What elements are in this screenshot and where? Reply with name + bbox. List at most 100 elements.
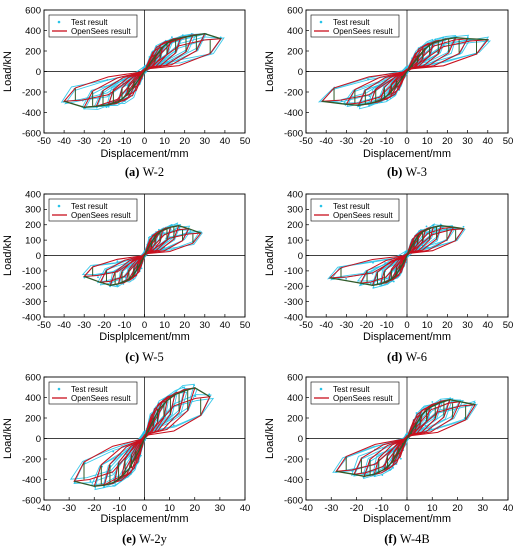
test-point [132,278,135,281]
test-point [382,466,385,469]
x-tick-label: -10 [113,503,127,514]
test-point [368,104,371,107]
y-tick-label: 0 [298,67,303,78]
opensees-loop-8 [335,404,477,472]
x-tick-label: -40 [37,503,51,514]
x-axis-title: Displacement/mm [363,148,451,160]
y-tick-label: -200 [22,454,41,465]
test-point [441,226,444,228]
panel-w-3: -50 -40 -30 -20 -10 0 10 20 30 40 50 -600 -400 -200 0 2… [264,5,513,179]
test-point [424,424,427,427]
y-tick-label: -300 [284,297,303,308]
x-tick-label: -40 [299,503,313,514]
legend-box [310,198,400,222]
test-point [384,262,387,264]
legend-label: OpenSees result [333,394,393,403]
y-tick-label: -100 [284,266,303,277]
caption-letter: (e) [122,532,139,546]
test-point [434,38,437,41]
x-tick-label: 40 [483,136,494,147]
x-tick-label: -10 [380,136,394,147]
test-point [112,484,115,487]
y-tick-label: 0 [298,251,303,262]
y-tick-label: 400 [287,26,303,37]
x-axis-title: Displacement/mm [100,513,188,525]
x-tick-label: 20 [442,320,453,331]
x-tick-label: -40 [319,320,333,331]
test-point [459,399,462,402]
caption-letter: (f) [384,532,400,546]
test-point [372,261,374,264]
y-tick-label: -200 [284,282,303,293]
legend-label: Test result [333,202,370,211]
x-tick-label: 40 [483,320,494,331]
test-point [208,393,211,396]
x-tick-label: 0 [142,320,147,331]
test-point [432,224,435,227]
test-point [95,106,98,109]
y-tick-label: -200 [22,282,41,293]
test-point [105,106,108,109]
x-tick-label: 30 [200,320,211,331]
test-point [345,277,348,280]
legend-marker-test [319,387,323,391]
x-tick-label: -40 [319,136,333,147]
x-tick-label: -10 [375,503,389,514]
test-point [143,250,146,253]
y-tick-label: 300 [25,205,41,216]
y-tick-label: 300 [287,205,303,216]
test-point [405,433,408,436]
panel-caption: (c) W-5 [125,350,164,364]
envelope-positive [406,37,488,72]
x-tick-label: -20 [97,136,111,147]
panel-caption: (a) W-2 [125,165,164,179]
plot-area [317,34,492,110]
y-tick-label: -400 [22,475,41,486]
caption-name: W-2y [139,532,168,546]
y-tick-label: 0 [36,251,41,262]
y-tick-label: -100 [22,266,41,277]
x-tick-label: -20 [350,503,364,514]
y-tick-label: 600 [287,5,303,16]
y-tick-label: 200 [287,220,303,231]
y-tick-label: -300 [22,297,41,308]
x-tick-label: 0 [142,136,147,147]
y-tick-label: 0 [36,67,41,78]
y-axis-title: Load/kN [2,51,14,92]
y-tick-label: 0 [36,434,41,445]
test-point [219,36,222,39]
x-tick-label: -40 [57,136,71,147]
test-point [163,232,165,234]
opensees-loop-8 [62,38,222,102]
x-axis-title: Displacement/mm [363,331,451,343]
legend-marker-test [319,20,323,24]
test-point [193,384,196,387]
test-point [172,424,175,427]
envelope-negative [83,255,146,286]
test-point [430,407,432,410]
y-tick-label: -400 [284,312,303,323]
y-tick-label: 400 [287,393,303,404]
legend-label: Test result [71,202,108,211]
test-point [421,427,424,430]
x-tick-label: -30 [340,320,354,331]
x-tick-label: 10 [159,136,170,147]
legend-label: OpenSees result [71,394,131,403]
y-axis-title: Load/kN [2,235,14,276]
x-tick-label: -50 [299,136,313,147]
test-point [148,56,151,58]
test-point [340,100,343,103]
test-point [89,480,92,482]
x-tick-label: 10 [427,503,438,514]
test-point [158,228,160,231]
test-point [367,78,370,81]
test-point [449,397,452,400]
panel-w-4b: -40 -30 -20 -10 0 10 20 30 40 -600 -400 -200 0 200 400… [264,372,513,546]
x-tick-label: 30 [200,136,211,147]
x-tick-label: 10 [159,320,170,331]
x-tick-label: -10 [118,320,132,331]
plot-area [69,383,215,491]
